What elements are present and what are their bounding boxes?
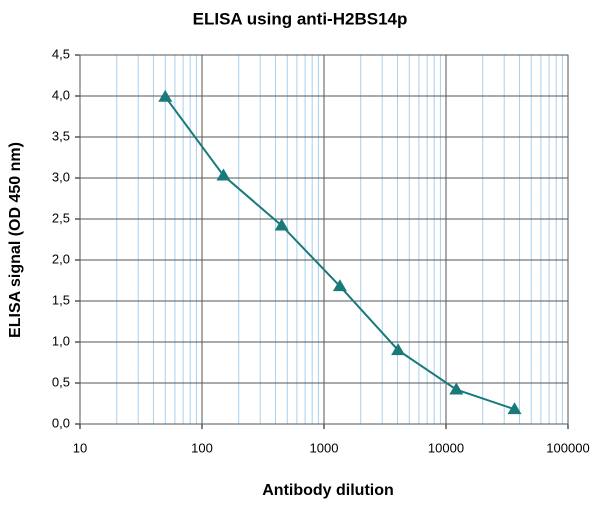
y-tick-label: 1,0	[52, 333, 70, 348]
x-tick-label: 1000	[310, 440, 339, 455]
y-tick-label: 4,5	[52, 46, 70, 61]
x-tick-label: 10	[73, 440, 87, 455]
y-tick-label: 0,0	[52, 415, 70, 430]
y-tick-label: 3,0	[52, 169, 70, 184]
x-tick-label: 10000	[428, 440, 464, 455]
data-marker	[332, 279, 347, 292]
y-tick-label: 0,5	[52, 374, 70, 389]
y-tick-label: 3,5	[52, 128, 70, 143]
x-tick-label: 100	[191, 440, 213, 455]
y-tick-label: 2,0	[52, 251, 70, 266]
chart-title: ELISA using anti-H2BS14p	[193, 9, 408, 28]
data-marker	[391, 343, 406, 356]
x-tick-label: 100000	[546, 440, 589, 455]
y-tick-label: 2,5	[52, 210, 70, 225]
y-tick-label: 4,0	[52, 87, 70, 102]
y-axis-title: ELISA signal (OD 450 nm)	[7, 142, 24, 338]
data-marker	[216, 168, 231, 181]
data-marker	[507, 402, 522, 415]
data-marker	[158, 89, 173, 102]
data-marker	[274, 218, 289, 231]
x-axis-title: Antibody dilution	[262, 482, 394, 499]
y-tick-label: 1,5	[52, 292, 70, 307]
data-marker	[449, 382, 464, 395]
data-line	[164, 96, 515, 411]
plot-frame	[79, 54, 569, 425]
